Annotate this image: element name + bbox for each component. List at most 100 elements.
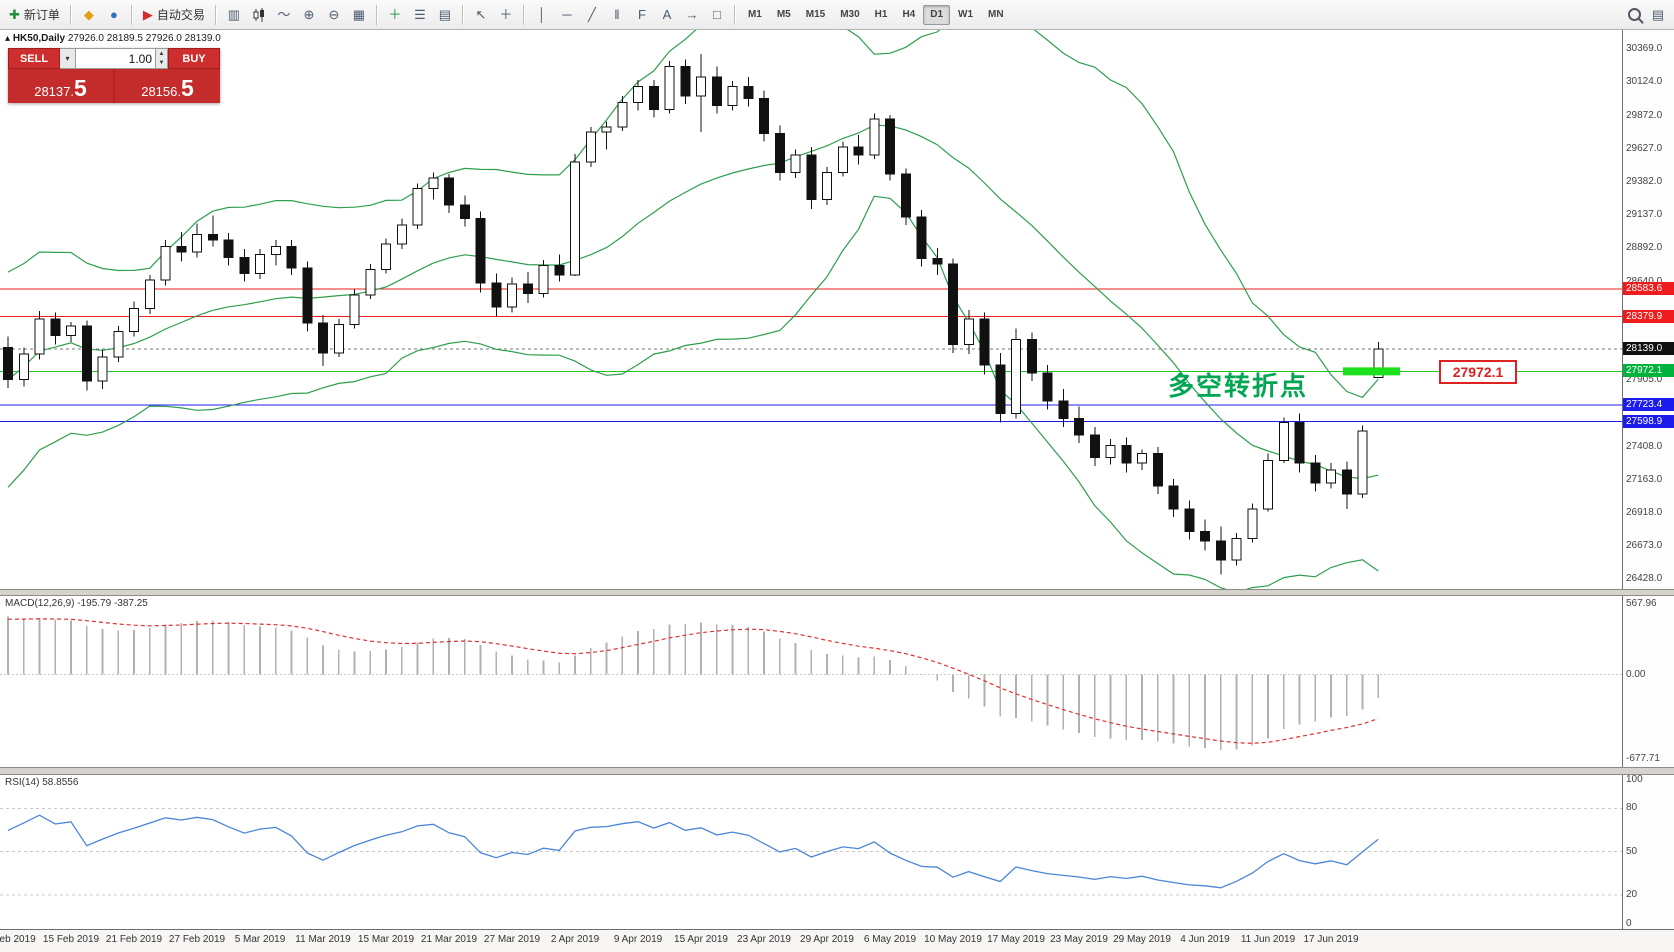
search-icon <box>1627 8 1641 21</box>
timeframe-button-w1[interactable]: W1 <box>951 5 980 25</box>
timeframe-button-m1[interactable]: M1 <box>741 5 769 25</box>
volume-up-icon[interactable]: ▲ <box>156 49 167 59</box>
date-tick-label: 17 May 2019 <box>987 934 1045 945</box>
date-tick-label: 17 Jun 2019 <box>1303 934 1359 945</box>
templates-button[interactable]: ▤ <box>433 3 457 27</box>
shapes-tool-button[interactable]: □ <box>705 3 729 27</box>
sell-price-panel[interactable]: 28137. 5 <box>8 69 113 103</box>
axis-label: 26428.0 <box>1626 573 1663 584</box>
new-order-button[interactable]: ✚ 新订单 <box>4 3 65 27</box>
price-callout-box: 27972.1 <box>1439 360 1517 384</box>
tile-windows-button[interactable]: ▦ <box>347 3 371 27</box>
autotrading-icon: ▶ <box>142 7 153 22</box>
price-axis[interactable]: 30369.0 30124.0 29872.0 29627.0 29382.0 29137… <box>1622 30 1674 929</box>
crosshair-icon: ＋ <box>499 7 513 22</box>
text-tool-button[interactable]: A <box>655 3 679 27</box>
axis-label: 0 <box>1626 917 1632 929</box>
price-level-badge: 28379.9 <box>1623 309 1674 323</box>
volume-stepper[interactable]: ▲ ▼ <box>155 48 168 69</box>
community-button[interactable]: ● <box>102 3 126 27</box>
main-toolbar: ✚ 新订单 ◆ ● ▶ 自动交易 ▥ ～ <box>0 0 1674 30</box>
timeframe-button-h1[interactable]: H1 <box>868 5 895 25</box>
cursor-tool-button[interactable]: ↖ <box>469 3 493 27</box>
timeframe-button-d1[interactable]: D1 <box>923 4 951 25</box>
buy-button[interactable]: BUY <box>168 48 220 69</box>
panel-resize-separator[interactable] <box>0 767 1674 775</box>
vertical-line-icon: │ <box>537 7 546 22</box>
axis-label: 100 <box>1626 773 1643 785</box>
crosshair-tool-button[interactable]: ＋ <box>494 3 518 27</box>
templates-icon: ▤ <box>438 7 452 22</box>
volume-input[interactable]: 1.00 <box>76 48 155 69</box>
buy-price: 28156. <box>141 84 181 99</box>
chart-title: ▴ HK50,Daily 27926.0 28189.5 27926.0 281… <box>5 33 221 44</box>
macd-canvas[interactable] <box>0 596 1622 767</box>
axis-label: 0.00 <box>1626 668 1646 680</box>
toolbar-separator <box>733 4 736 25</box>
axis-label: 30124.0 <box>1626 75 1663 87</box>
timeframe-button-m15[interactable]: M15 <box>799 5 832 25</box>
timeframe-button-m5[interactable]: M5 <box>770 5 798 25</box>
axis-label: 28640.0 <box>1626 275 1663 287</box>
date-axis[interactable]: 11 Feb 2019 15 Feb 2019 21 Feb 2019 27 Feb … <box>0 929 1674 952</box>
volume-down-icon[interactable]: ▼ <box>156 58 167 68</box>
date-tick-label: 29 May 2019 <box>1113 934 1171 945</box>
buy-price-panel[interactable]: 28156. 5 <box>115 69 220 103</box>
shapes-tool-icon: □ <box>713 7 721 22</box>
rsi-canvas[interactable] <box>0 775 1622 929</box>
indicators-button[interactable]: ＋ <box>383 3 407 27</box>
mql-market-button[interactable]: ◆ <box>77 3 101 27</box>
autotrading-label: 自动交易 <box>156 8 205 22</box>
sell-price: 28137. <box>34 84 74 99</box>
chart-ohlc-values: 27926.0 28189.5 27926.0 28139.0 <box>67 33 221 44</box>
toolbar-separator <box>130 4 133 25</box>
price-chart-canvas[interactable] <box>0 30 1622 589</box>
toolbar-separator <box>69 4 72 25</box>
axis-label: 29382.0 <box>1626 175 1663 187</box>
zoom-out-button[interactable]: ⊖ <box>322 3 346 27</box>
axis-label: -677.71 <box>1626 753 1660 764</box>
channel-tool-button[interactable]: ‖ <box>605 3 629 27</box>
date-tick-label: 11 Mar 2019 <box>295 934 351 945</box>
bar-chart-icon: ▥ <box>227 7 241 22</box>
trend-line-button[interactable]: ╱ <box>580 3 604 27</box>
vertical-line-button[interactable]: │ <box>530 3 554 27</box>
panel-resize-separator[interactable] <box>0 589 1674 596</box>
zoom-in-button[interactable]: ⊕ <box>297 3 321 27</box>
autotrading-button[interactable]: ▶ 自动交易 <box>138 3 210 27</box>
candlestick-chart-button[interactable] <box>247 3 271 27</box>
arrows-tool-button[interactable]: → <box>680 3 704 27</box>
date-tick-label: 27 Mar 2019 <box>483 934 541 945</box>
timeframe-button-h4[interactable]: H4 <box>895 5 922 25</box>
axis-label: 26673.0 <box>1626 540 1663 552</box>
periods-icon: ☰ <box>414 7 426 22</box>
toolbar-separator <box>461 4 464 25</box>
rsi-title: RSI(14) 58.8556 <box>5 777 79 788</box>
timeframe-button-mn[interactable]: MN <box>981 5 1011 25</box>
line-chart-button[interactable]: ～ <box>272 3 296 27</box>
chart-collapse-icon: ▴ <box>5 33 11 44</box>
timeframe-button-m30[interactable]: M30 <box>833 5 866 25</box>
bar-chart-button[interactable]: ▥ <box>222 3 246 27</box>
toolbar-separator <box>214 4 217 25</box>
axis-label: 567.96 <box>1626 598 1657 609</box>
price-level-badge: 28139.0 <box>1623 341 1674 355</box>
zoom-in-icon: ⊕ <box>303 7 315 22</box>
price-level-badge: 28583.6 <box>1623 282 1674 296</box>
tile-windows-icon: ▦ <box>352 7 366 22</box>
fibonacci-icon: F <box>637 7 646 22</box>
volume-dropdown-button[interactable]: ▾ <box>60 48 76 69</box>
line-chart-icon: ～ <box>277 7 291 22</box>
date-tick-label: 21 Mar 2019 <box>420 934 478 945</box>
search-button[interactable] <box>1622 3 1646 27</box>
periods-button[interactable]: ☰ <box>408 3 432 27</box>
fibonacci-button[interactable]: F <box>630 3 654 27</box>
chat-button[interactable]: ▤ <box>1646 3 1670 27</box>
one-click-trading-panel: SELL ▾ 1.00 ▲ ▼ BUY 28137. 5 28156. 5 <box>8 48 220 103</box>
axis-label: 26918.0 <box>1626 507 1663 519</box>
horizontal-line-button[interactable]: ─ <box>555 3 579 27</box>
axis-label: 29137.0 <box>1626 208 1663 220</box>
sell-button[interactable]: SELL <box>8 48 60 69</box>
date-tick-label: 23 Apr 2019 <box>737 934 791 945</box>
